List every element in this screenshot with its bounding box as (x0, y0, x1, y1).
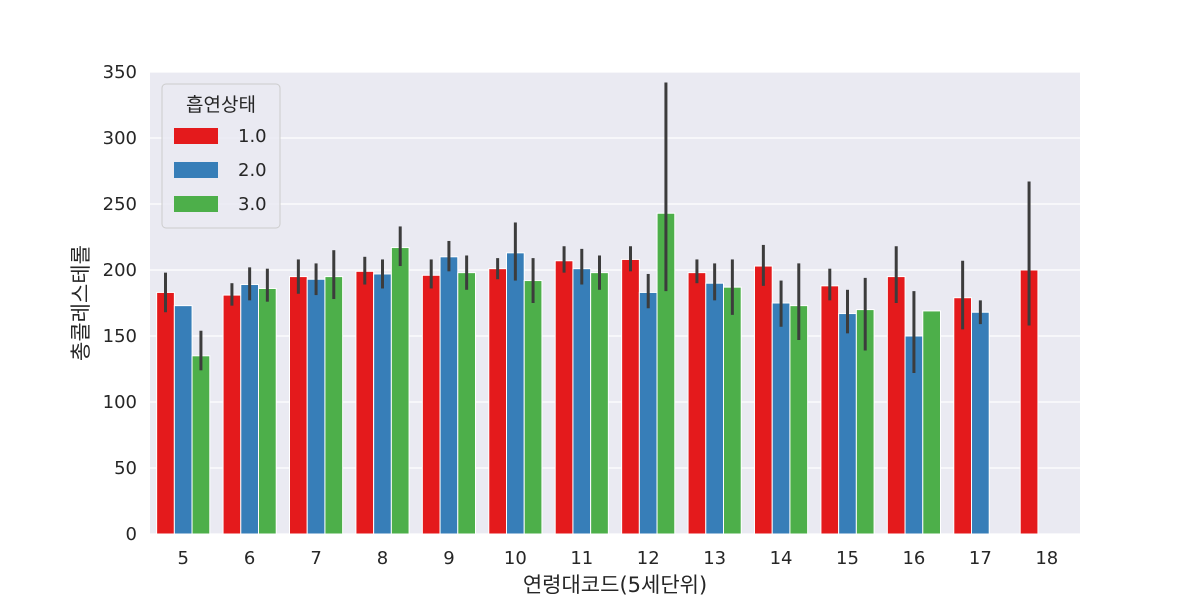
x-tick-label: 9 (443, 548, 454, 569)
bar (705, 282, 724, 535)
bar (771, 302, 791, 535)
y-tick-label: 350 (103, 62, 137, 83)
bar (373, 273, 392, 535)
bar (306, 278, 326, 535)
bar (820, 285, 840, 535)
bar (156, 291, 175, 535)
bar (191, 355, 211, 535)
bar (222, 294, 242, 535)
x-tick-label: 18 (1035, 548, 1058, 569)
x-tick-label: 17 (969, 548, 992, 569)
bar (390, 247, 410, 535)
bar (554, 260, 574, 535)
x-tick-label: 8 (377, 548, 388, 569)
x-tick-label: 6 (244, 548, 255, 569)
y-tick-label: 100 (103, 392, 137, 413)
legend-swatch (174, 162, 218, 178)
y-axis-label: 총콜레스테롤 (69, 245, 93, 361)
legend-label: 3.0 (238, 194, 267, 215)
bar (971, 311, 990, 535)
y-tick-labels: 0 50 100 150 200 250 300 350 (103, 62, 137, 545)
bar (953, 297, 972, 535)
bar (240, 284, 260, 535)
bar (355, 270, 375, 535)
x-tick-label: 10 (504, 548, 527, 569)
x-tick-label: 13 (703, 548, 726, 569)
bar (886, 276, 906, 535)
y-tick-label: 250 (103, 194, 137, 215)
bar (506, 252, 525, 535)
bar (439, 256, 459, 535)
legend-label: 1.0 (238, 126, 267, 147)
y-tick-label: 150 (103, 326, 137, 347)
bar (523, 280, 543, 535)
bar (457, 272, 476, 535)
bar (173, 305, 193, 535)
bar (572, 268, 592, 535)
x-tick-labels: 5 6 7 8 9 10 11 12 13 14 15 16 17 18 (177, 548, 1058, 569)
x-tick-label: 12 (637, 548, 660, 569)
y-tick-label: 0 (126, 524, 137, 545)
bar (258, 287, 277, 535)
x-tick-label: 14 (770, 548, 793, 569)
bar (687, 272, 707, 535)
legend-title: 흡연상태 (186, 94, 256, 116)
legend-swatch (174, 196, 218, 212)
legend-label: 2.0 (238, 160, 267, 181)
y-tick-label: 200 (103, 260, 137, 281)
bar (621, 258, 640, 535)
x-tick-label: 7 (310, 548, 321, 569)
bar (922, 310, 941, 535)
bar (488, 268, 507, 535)
y-tick-label: 300 (103, 128, 137, 149)
legend-box (161, 83, 281, 229)
y-tick-label: 50 (114, 458, 137, 479)
x-axis-label: 연령대코드(5세단위) (523, 573, 707, 597)
legend-swatch (174, 128, 218, 144)
bars (156, 212, 1039, 535)
x-tick-label: 16 (902, 548, 925, 569)
x-tick-label: 11 (570, 548, 593, 569)
bar (421, 274, 441, 535)
legend-items: 1.0 2.0 3.0 (174, 126, 267, 215)
error-bars (164, 82, 1031, 373)
bar (723, 286, 742, 535)
legend: 흡연상태 1.0 2.0 3.0 (161, 83, 281, 229)
bar (754, 265, 773, 535)
bar (324, 276, 344, 535)
bar (289, 276, 308, 535)
bar (638, 291, 658, 535)
bar (590, 272, 609, 535)
x-tick-label: 5 (177, 548, 188, 569)
bar (838, 313, 857, 535)
x-tick-label: 15 (836, 548, 859, 569)
